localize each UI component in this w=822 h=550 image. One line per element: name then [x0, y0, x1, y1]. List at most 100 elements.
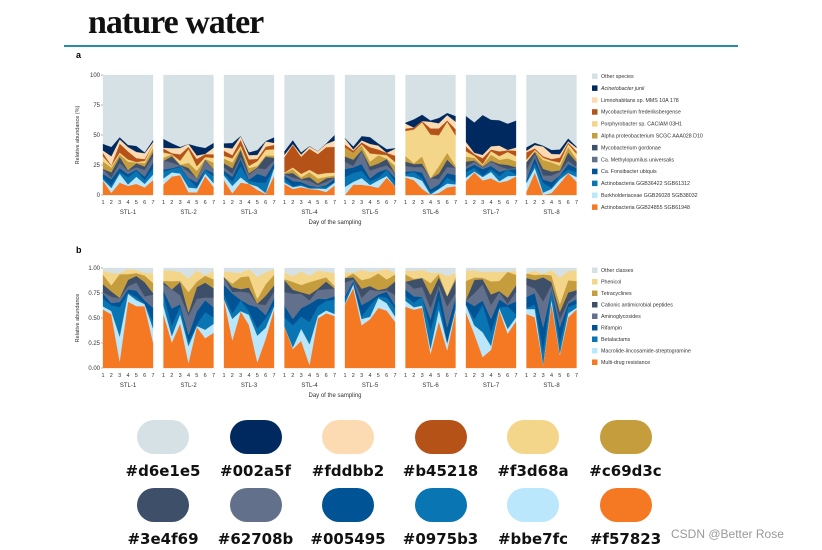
day-tick-label: 4	[550, 373, 553, 379]
y-tick-label: 50	[93, 133, 100, 139]
day-tick-label: 7	[212, 373, 215, 379]
swatch-hex-label: #b45218	[402, 462, 479, 480]
area-layer	[223, 74, 275, 153]
palette-swatch: #bbe7fc	[488, 488, 578, 548]
area-layer	[344, 267, 396, 274]
day-tick-label: 4	[247, 200, 250, 206]
day-tick-label: 4	[308, 200, 311, 206]
legend-swatch	[592, 85, 598, 91]
group-label: STL-4	[301, 383, 318, 389]
swatch-pill	[599, 420, 652, 454]
legend-label: Ca. Fonsibacter ubiquis	[601, 169, 657, 175]
day-tick-label: 1	[464, 373, 467, 379]
day-tick-label: 3	[179, 373, 182, 379]
day-tick-label: 7	[514, 373, 517, 379]
palette-swatch: #fddbb2	[303, 420, 393, 480]
day-tick-label: 4	[489, 373, 492, 379]
day-tick-label: 2	[533, 200, 536, 206]
day-tick-label: 6	[567, 200, 570, 206]
day-tick-label: 5	[377, 200, 380, 206]
day-tick-label: 7	[393, 373, 396, 379]
day-tick-label: 6	[385, 200, 388, 206]
day-tick-label: 3	[421, 373, 424, 379]
legend-label: Rifampin	[601, 326, 622, 332]
y-axis-label: Relative abundance	[75, 294, 81, 343]
day-tick-label: 5	[316, 373, 319, 379]
area-layer	[465, 74, 517, 124]
day-tick-label: 1	[404, 200, 407, 206]
day-tick-label: 1	[101, 373, 104, 379]
day-tick-label: 7	[514, 200, 517, 206]
day-tick-label: 3	[542, 200, 545, 206]
y-tick-label: 75	[93, 103, 100, 109]
y-tick-label: 100	[90, 73, 101, 79]
area-layer	[405, 74, 456, 123]
facet-STL-4: 1 2 3 4 5 6 7 STL-4	[283, 74, 336, 216]
day-tick-label: 7	[151, 373, 154, 379]
palette-swatch: #d6e1e5	[118, 420, 208, 480]
day-tick-label: 6	[204, 200, 207, 206]
legend-swatch	[592, 348, 598, 354]
day-tick-label: 3	[360, 200, 363, 206]
group-label: STL-5	[362, 210, 379, 216]
palette-swatch: #62708b	[211, 488, 301, 548]
day-tick-label: 2	[473, 200, 476, 206]
palette-swatch: #0975b3	[396, 488, 486, 548]
day-tick-label: 4	[247, 373, 250, 379]
palette-swatch: #005495	[303, 488, 393, 548]
day-tick-label: 7	[454, 373, 457, 379]
palette-swatch: #002a5f	[211, 420, 301, 480]
day-tick-label: 5	[437, 373, 440, 379]
day-tick-label: 7	[272, 373, 275, 379]
day-tick-label: 3	[421, 200, 424, 206]
day-tick-label: 4	[126, 200, 129, 206]
facet-STL-5: 1 2 3 4 5 6 7 STL-5	[343, 74, 397, 216]
legend-label: Multi-drug resistance	[601, 360, 650, 366]
legend-swatch	[592, 359, 598, 365]
legend-swatch	[592, 133, 598, 139]
group-label: STL-5	[362, 383, 379, 389]
swatch-hex-label: #0975b3	[402, 530, 479, 548]
day-tick-label: 7	[575, 373, 578, 379]
area-layer	[284, 267, 335, 277]
legend-label: Porphyrobacter sp. CACIAM 03H1	[601, 122, 682, 128]
y-axis-label: Relative abundance (%)	[75, 105, 81, 164]
day-tick-label: 1	[162, 200, 165, 206]
y-tick-label: 0.75	[88, 291, 100, 297]
day-tick-label: 5	[195, 200, 198, 206]
swatch-hex-label: #3e4f69	[127, 530, 199, 548]
day-tick-label: 6	[446, 373, 449, 379]
palette-swatch: #c69d3c	[581, 420, 671, 480]
day-tick-label: 4	[550, 200, 553, 206]
day-tick-label: 2	[412, 373, 415, 379]
legend-label: Cationic antimicrobial peptides	[601, 303, 673, 309]
day-tick-label: 1	[404, 373, 407, 379]
legend-swatch	[592, 336, 598, 342]
group-label: STL-6	[422, 210, 439, 216]
day-tick-label: 2	[231, 373, 234, 379]
day-tick-label: 3	[118, 373, 121, 379]
facet-STL-8: 1 2 3 4 5 6 7 STL-8	[525, 267, 578, 389]
day-tick-label: 7	[272, 200, 275, 206]
day-tick-label: 5	[437, 200, 440, 206]
area-layer	[102, 267, 154, 274]
day-tick-label: 1	[162, 373, 165, 379]
legend: Other species Acinetobacter junii Limnohab…	[592, 73, 703, 211]
group-label: STL-7	[483, 383, 500, 389]
legend-swatch	[592, 156, 598, 163]
day-tick-label: 3	[300, 200, 303, 206]
day-tick-label: 4	[308, 373, 311, 379]
swatch-pill	[507, 488, 559, 522]
facet-STL-4: 1 2 3 4 5 6 7 STL-4	[283, 267, 336, 389]
day-tick-label: 5	[316, 200, 319, 206]
day-tick-label: 3	[542, 373, 545, 379]
day-tick-label: 5	[135, 373, 138, 379]
watermark: CSDN @Better Rose	[671, 527, 784, 541]
group-label: STL-2	[180, 210, 197, 216]
facet-STL-3: 1 2 3 4 5 6 7 STL-3	[222, 267, 276, 389]
swatch-hex-label: #fddbb2	[311, 462, 385, 480]
day-tick-label: 6	[204, 373, 207, 379]
y-tick-label: 0.50	[88, 316, 100, 322]
day-tick-label: 4	[126, 373, 129, 379]
legend-label: Actinobacteria GGB24855 SGB61948	[601, 205, 690, 211]
